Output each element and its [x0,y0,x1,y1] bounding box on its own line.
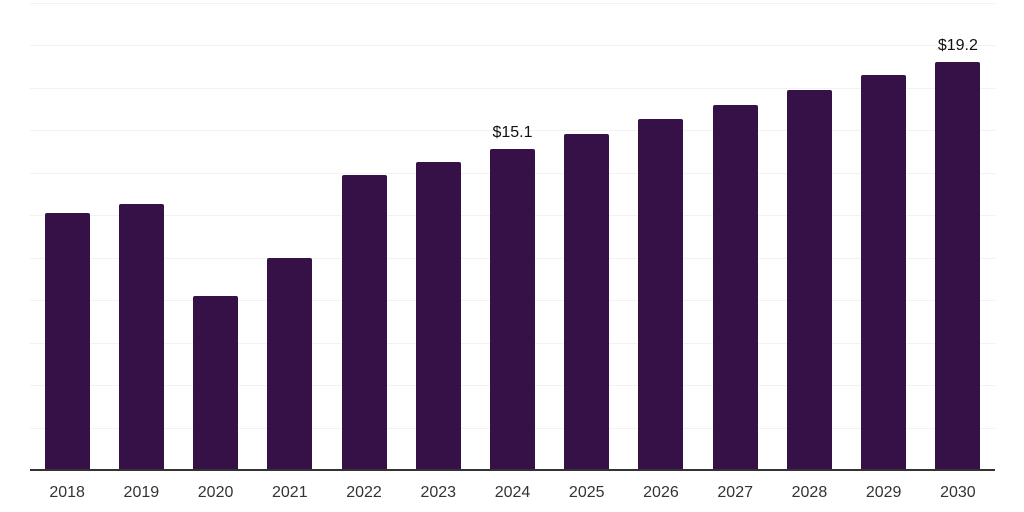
x-axis-label-2029: 2029 [865,484,902,501]
bar-2022 [341,174,387,470]
x-axis-label-2026: 2026 [643,484,679,501]
bar-2018 [44,212,90,470]
bar-2019 [118,204,164,470]
bar-2020 [193,295,239,470]
bar-2026 [638,119,684,470]
gridline [30,130,995,131]
x-axis-label-2023: 2023 [420,484,457,501]
x-axis-label-2022: 2022 [346,484,382,501]
bar-value-label-2030: $19.2 [937,37,978,54]
bar-2027 [712,104,758,470]
gridline [30,45,995,46]
bar-2030 [935,62,981,470]
bar-2024 [490,149,535,470]
bar-value-label-2024: $15.1 [492,124,533,142]
x-axis-label-2018: 2018 [49,484,85,501]
bar-2021 [267,257,313,470]
bar-2028 [786,89,832,470]
gridline [30,2,995,4]
x-axis-label-2019: 2019 [123,484,160,501]
gridline [30,87,995,89]
x-axis-label-2024: 2024 [494,484,531,501]
bar-2029 [861,74,907,470]
bar-2025 [564,134,610,470]
x-axis-label-2020: 2020 [197,484,234,501]
x-axis-label-2028: 2028 [791,484,828,501]
x-axis-label-2030: 2030 [940,484,976,501]
x-axis-label-2027: 2027 [717,484,753,501]
x-axis-label-2025: 2025 [568,484,605,501]
x-axis-label-2021: 2021 [272,484,308,501]
bar-2023 [415,161,461,470]
x-axis-line [30,469,995,471]
